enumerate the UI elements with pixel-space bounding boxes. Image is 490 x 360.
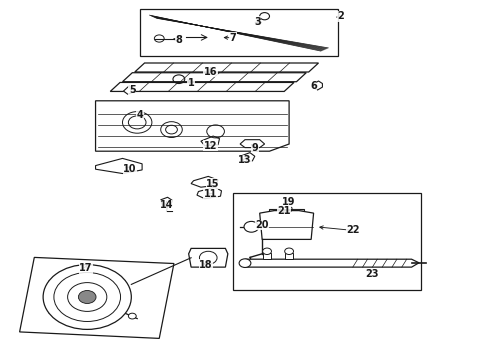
Text: 19: 19 xyxy=(282,197,296,207)
Text: 22: 22 xyxy=(346,225,360,235)
Circle shape xyxy=(43,265,131,329)
Circle shape xyxy=(128,313,136,319)
Circle shape xyxy=(263,248,271,255)
Polygon shape xyxy=(96,101,289,151)
Polygon shape xyxy=(110,82,294,91)
Polygon shape xyxy=(260,211,314,239)
Polygon shape xyxy=(269,209,304,213)
Circle shape xyxy=(68,283,107,311)
Polygon shape xyxy=(197,187,221,199)
Polygon shape xyxy=(312,81,322,90)
Text: 5: 5 xyxy=(129,85,136,95)
Polygon shape xyxy=(123,86,134,94)
Bar xyxy=(273,209,299,213)
Text: 12: 12 xyxy=(204,141,218,151)
Text: 18: 18 xyxy=(199,260,213,270)
Polygon shape xyxy=(122,73,306,82)
Polygon shape xyxy=(240,140,265,148)
Polygon shape xyxy=(201,136,220,146)
Circle shape xyxy=(239,259,251,267)
Bar xyxy=(140,9,338,56)
Text: 15: 15 xyxy=(206,179,220,189)
Circle shape xyxy=(244,221,259,232)
Text: 6: 6 xyxy=(310,81,317,91)
Text: 11: 11 xyxy=(204,189,218,199)
Text: 2: 2 xyxy=(337,11,344,21)
Polygon shape xyxy=(135,63,318,72)
Text: 7: 7 xyxy=(229,33,236,43)
Text: 3: 3 xyxy=(254,17,261,27)
Circle shape xyxy=(285,248,294,255)
Polygon shape xyxy=(245,259,419,267)
Polygon shape xyxy=(191,176,218,187)
Circle shape xyxy=(78,291,96,303)
Circle shape xyxy=(54,273,121,321)
Text: 1: 1 xyxy=(188,78,195,88)
Text: 20: 20 xyxy=(255,220,269,230)
Polygon shape xyxy=(189,248,228,267)
Text: 16: 16 xyxy=(204,67,218,77)
Text: 10: 10 xyxy=(123,164,137,174)
Polygon shape xyxy=(96,158,142,174)
Circle shape xyxy=(199,251,217,264)
Text: 14: 14 xyxy=(160,200,173,210)
Polygon shape xyxy=(240,153,255,162)
Bar xyxy=(263,253,271,259)
Text: 23: 23 xyxy=(366,269,379,279)
Text: 8: 8 xyxy=(175,35,182,45)
Polygon shape xyxy=(161,197,172,206)
Text: 9: 9 xyxy=(251,143,258,153)
Text: 21: 21 xyxy=(277,206,291,216)
Text: 13: 13 xyxy=(238,155,252,165)
Polygon shape xyxy=(20,257,174,338)
Text: 4: 4 xyxy=(136,110,143,120)
Bar xyxy=(233,193,421,290)
Text: 17: 17 xyxy=(79,263,93,273)
Bar xyxy=(285,253,293,259)
